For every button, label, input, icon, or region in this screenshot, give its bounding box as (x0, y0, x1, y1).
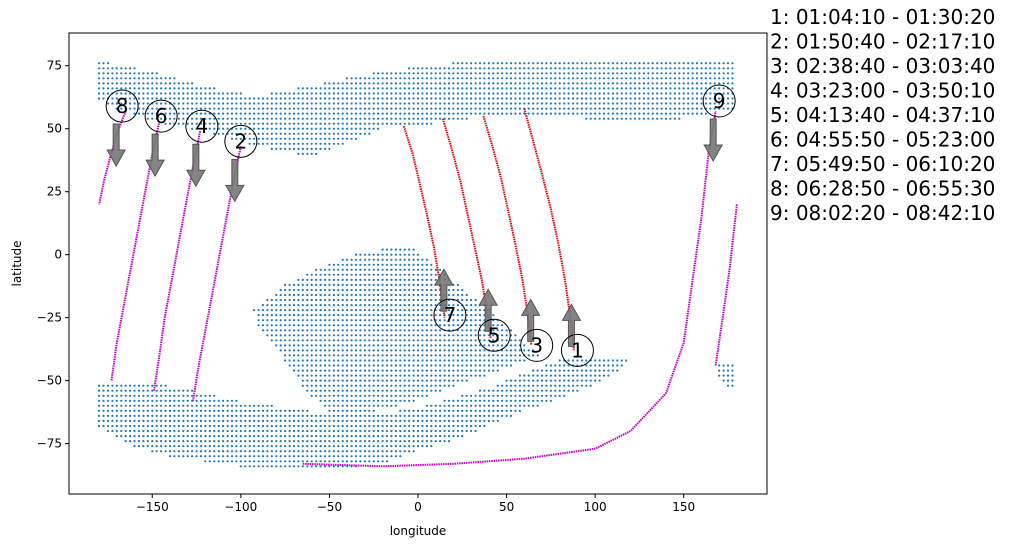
y-tick-label: −50 (37, 374, 62, 388)
legend-entry: 2: 01:50:40 - 02:17:10 (770, 30, 995, 54)
y-tick-label: 75 (47, 59, 62, 73)
marker-arrow-up (434, 268, 454, 312)
track-9 (302, 110, 717, 468)
track-marker-5: 5 (477, 288, 511, 352)
track-9b (714, 204, 738, 366)
x-tick-label: −50 (317, 500, 342, 514)
marker-circle (185, 109, 219, 143)
legend-entry: 7: 05:49:50 - 06:10:20 (770, 152, 995, 176)
x-tick-label: −100 (224, 500, 257, 514)
land-region-center (253, 248, 539, 412)
land-region-south (98, 359, 628, 468)
marker-circle (477, 318, 511, 352)
x-tick-label: 100 (584, 500, 607, 514)
land-region-north (98, 62, 734, 155)
track-marker-2: 2 (224, 124, 258, 203)
legend: 1: 01:04:10 - 01:30:202: 01:50:40 - 02:1… (770, 5, 995, 225)
marker-circle (105, 89, 139, 123)
legend-entry: 5: 04:13:40 - 04:37:10 (770, 103, 995, 127)
track-marker-9: 9 (702, 84, 736, 163)
plot-frame (68, 32, 768, 495)
marker-circle (560, 333, 594, 367)
y-tick-label: 25 (47, 185, 62, 199)
land-dots-layer (98, 62, 734, 468)
track-marker-1: 1 (560, 303, 594, 367)
marker-label: 5 (488, 323, 501, 347)
marker-arrow-down (703, 118, 724, 163)
marker-arrow-up (478, 288, 499, 332)
track-marker-4: 4 (185, 109, 219, 188)
marker-arrow-down (186, 143, 206, 188)
y-tick-label: 50 (47, 122, 62, 136)
legend-entry: 8: 06:28:50 - 06:55:30 (770, 177, 995, 201)
track-7 (402, 125, 446, 318)
y-tick-label: 0 (54, 248, 62, 262)
marker-label: 9 (713, 89, 726, 113)
marker-circle (520, 328, 554, 362)
x-axis-label: longitude (390, 524, 447, 538)
x-tick-label: 0 (414, 500, 422, 514)
marker-arrow-up (561, 303, 582, 347)
track-marker-7: 7 (433, 268, 467, 332)
legend-entry: 6: 04:55:50 - 05:23:00 (770, 128, 995, 152)
marker-label: 6 (155, 104, 168, 128)
track-marker-3: 3 (520, 298, 554, 362)
x-tick-label: 50 (499, 500, 514, 514)
marker-circle (433, 298, 467, 332)
marker-label: 2 (234, 129, 247, 153)
track-markers-layer: 1 2 3 4 5 6 7 8 9 (105, 84, 736, 367)
marker-arrow-down (145, 133, 165, 178)
marker-label: 8 (116, 94, 129, 118)
marker-label: 4 (196, 114, 209, 138)
x-tick-label: −150 (136, 500, 169, 514)
marker-label: 7 (444, 303, 457, 327)
marker-arrow-down (224, 158, 245, 203)
marker-circle (702, 84, 736, 118)
marker-arrow-up (520, 298, 541, 342)
marker-label: 1 (571, 338, 584, 362)
land-region-east-bits (718, 364, 734, 387)
y-tick-label: −25 (37, 311, 62, 325)
track-marker-6: 6 (144, 99, 178, 178)
legend-entry: 4: 03:23:00 - 03:50:10 (770, 79, 995, 103)
y-tick-label: −75 (37, 437, 62, 451)
marker-label: 3 (530, 333, 543, 357)
legend-entry: 9: 08:02:20 - 08:42:10 (770, 201, 995, 225)
marker-circle (144, 99, 178, 133)
legend-entry: 1: 01:04:10 - 01:30:20 (770, 5, 995, 29)
y-axis-label: latitude (10, 240, 24, 286)
track-marker-8: 8 (105, 89, 139, 168)
marker-arrow-down (106, 123, 127, 168)
x-tick-label: 150 (672, 500, 695, 514)
marker-circle (224, 124, 258, 158)
track-8 (98, 110, 127, 205)
legend-entry: 3: 02:38:40 - 03:03:40 (770, 54, 995, 78)
